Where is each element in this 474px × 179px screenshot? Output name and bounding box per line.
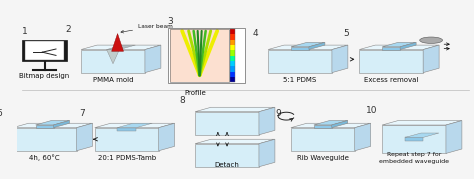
Polygon shape xyxy=(117,128,136,131)
FancyBboxPatch shape xyxy=(168,28,245,83)
Polygon shape xyxy=(195,107,275,112)
Text: 4h, 60°C: 4h, 60°C xyxy=(29,154,60,161)
Text: Bitmap design: Bitmap design xyxy=(19,73,70,79)
Polygon shape xyxy=(446,121,462,153)
Polygon shape xyxy=(22,40,67,61)
FancyBboxPatch shape xyxy=(230,50,235,56)
Polygon shape xyxy=(145,45,161,73)
Polygon shape xyxy=(291,42,325,47)
FancyBboxPatch shape xyxy=(230,77,235,82)
FancyBboxPatch shape xyxy=(230,72,235,77)
Polygon shape xyxy=(26,41,64,60)
Text: Profile: Profile xyxy=(184,90,206,96)
Polygon shape xyxy=(291,47,309,50)
FancyBboxPatch shape xyxy=(230,45,235,50)
Polygon shape xyxy=(195,112,259,135)
Ellipse shape xyxy=(419,37,443,43)
Polygon shape xyxy=(423,45,439,73)
Text: Rib Waveguide: Rib Waveguide xyxy=(297,154,349,161)
Text: Repeat step 7 for
embedded waveguide: Repeat step 7 for embedded waveguide xyxy=(379,153,449,164)
Polygon shape xyxy=(382,47,400,50)
FancyBboxPatch shape xyxy=(230,61,235,66)
FancyBboxPatch shape xyxy=(230,66,235,72)
Text: 8: 8 xyxy=(179,96,185,105)
Polygon shape xyxy=(268,45,348,50)
Polygon shape xyxy=(195,144,259,167)
Polygon shape xyxy=(54,120,70,128)
Polygon shape xyxy=(359,50,423,73)
Text: 10: 10 xyxy=(366,106,378,115)
Polygon shape xyxy=(405,137,423,141)
Polygon shape xyxy=(107,45,136,50)
Polygon shape xyxy=(314,125,332,128)
Polygon shape xyxy=(36,125,54,128)
Polygon shape xyxy=(291,128,355,151)
Polygon shape xyxy=(81,50,145,73)
Polygon shape xyxy=(268,50,332,73)
FancyBboxPatch shape xyxy=(230,40,235,45)
Polygon shape xyxy=(112,33,124,51)
Polygon shape xyxy=(314,120,348,125)
Text: Excess removal: Excess removal xyxy=(364,77,419,83)
Polygon shape xyxy=(117,123,152,128)
Text: 5:1 PDMS: 5:1 PDMS xyxy=(283,77,317,83)
FancyBboxPatch shape xyxy=(230,56,235,61)
Text: 1: 1 xyxy=(22,27,27,36)
Polygon shape xyxy=(291,123,371,128)
FancyBboxPatch shape xyxy=(230,34,235,40)
Polygon shape xyxy=(405,133,439,137)
Text: 9: 9 xyxy=(275,109,281,118)
Text: Laser beam: Laser beam xyxy=(121,24,173,33)
Polygon shape xyxy=(359,45,439,50)
Polygon shape xyxy=(382,42,416,47)
Text: 7: 7 xyxy=(79,109,84,118)
Text: 4: 4 xyxy=(252,29,258,38)
Text: PMMA mold: PMMA mold xyxy=(93,77,133,83)
Polygon shape xyxy=(13,128,76,151)
Polygon shape xyxy=(95,128,159,151)
Polygon shape xyxy=(355,123,371,151)
Polygon shape xyxy=(159,123,174,151)
Polygon shape xyxy=(76,123,92,151)
Polygon shape xyxy=(259,139,275,167)
Polygon shape xyxy=(81,45,161,50)
Text: 3: 3 xyxy=(168,17,173,26)
Text: Detach: Detach xyxy=(215,162,239,168)
Polygon shape xyxy=(400,42,416,50)
Polygon shape xyxy=(382,125,446,153)
Polygon shape xyxy=(13,123,92,128)
FancyBboxPatch shape xyxy=(170,29,229,82)
Polygon shape xyxy=(36,120,70,125)
Polygon shape xyxy=(309,42,325,50)
Text: 20:1 PDMS-Tamb: 20:1 PDMS-Tamb xyxy=(98,154,156,161)
Polygon shape xyxy=(195,139,275,144)
Polygon shape xyxy=(95,123,174,128)
FancyBboxPatch shape xyxy=(230,29,235,34)
Polygon shape xyxy=(332,120,348,128)
Polygon shape xyxy=(382,121,462,125)
Text: 6: 6 xyxy=(0,109,2,118)
Polygon shape xyxy=(107,50,119,64)
Polygon shape xyxy=(332,45,348,73)
Text: 2: 2 xyxy=(65,25,71,34)
Polygon shape xyxy=(259,107,275,135)
Text: 5: 5 xyxy=(343,29,349,38)
